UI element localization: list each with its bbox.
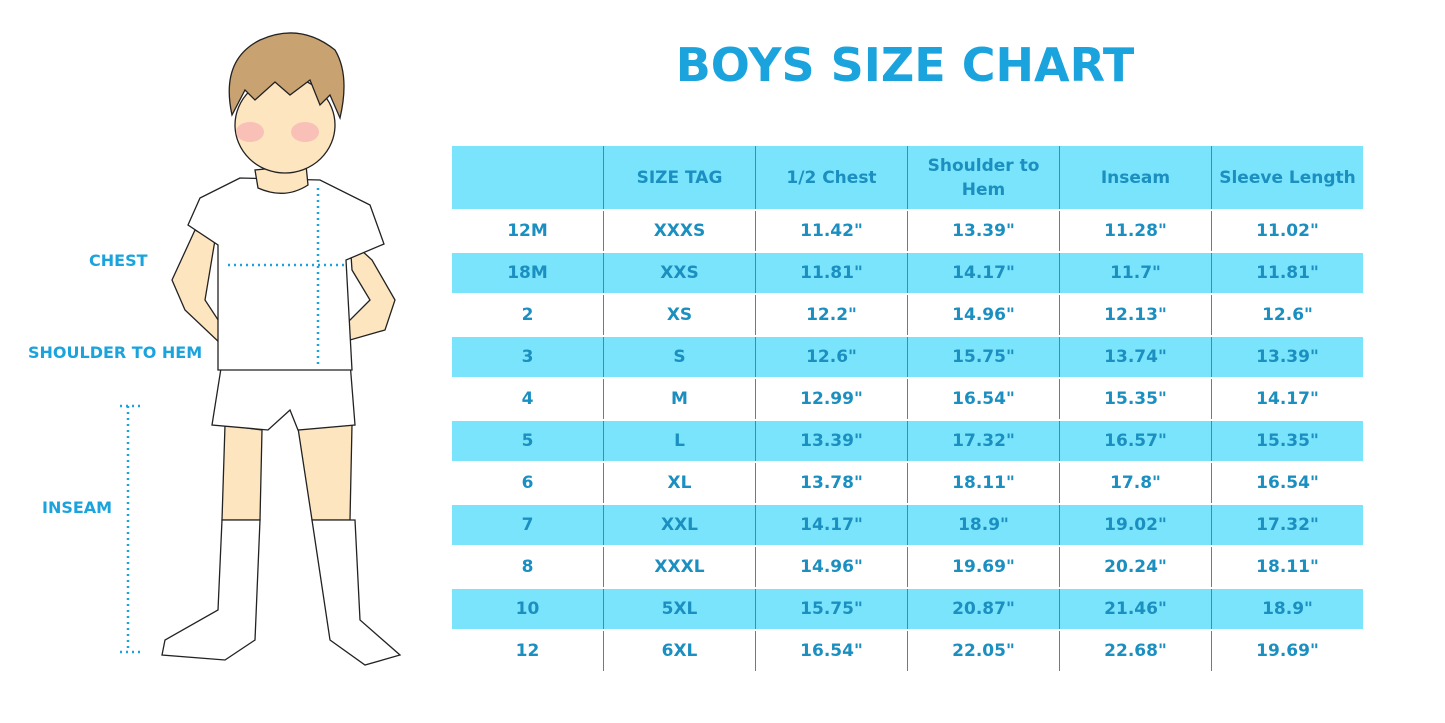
table-cell: 16.54" [1211, 461, 1363, 504]
table-cell: 14.96" [907, 293, 1060, 336]
table-cell: L [603, 419, 756, 462]
table-cell: 11.02" [1211, 209, 1363, 252]
table-cell: 21.46" [1059, 587, 1212, 630]
table-cell: 22.05" [907, 629, 1060, 671]
table-cell: XXS [603, 251, 756, 294]
table-cell: 15.75" [907, 335, 1060, 378]
column-header [452, 146, 604, 210]
table-cell: 13.39" [755, 419, 908, 462]
table-cell: 12.2" [755, 293, 908, 336]
table-row: 6 XL 13.78" 18.11" 17.8" 16.54" [452, 461, 1363, 504]
table-row: 3 S 12.6" 15.75" 13.74" 13.39" [452, 335, 1363, 378]
table-cell: 17.32" [907, 419, 1060, 462]
table-cell: 17.32" [1211, 503, 1363, 546]
table-cell: XXXS [603, 209, 756, 252]
table-cell: 16.57" [1059, 419, 1212, 462]
table-cell: 22.68" [1059, 629, 1212, 671]
table-cell: XXXL [603, 545, 756, 588]
table-row: 12M XXXS 11.42" 13.39" 11.28" 11.02" [452, 209, 1363, 252]
shoulder-to-hem-label: SHOULDER TO HEM [28, 343, 203, 362]
table-row: 10 5XL 15.75" 20.87" 21.46" 18.9" [452, 587, 1363, 630]
table-cell: 6XL [603, 629, 756, 671]
table-cell: 11.81" [1211, 251, 1363, 294]
column-header: 1/2 Chest [755, 146, 908, 210]
table-cell: 20.24" [1059, 545, 1212, 588]
table-cell: 11.42" [755, 209, 908, 252]
table-cell: 11.81" [755, 251, 908, 294]
table-cell: 6 [452, 461, 604, 504]
table-cell: 11.7" [1059, 251, 1212, 294]
size-chart-table: SIZE TAG 1/2 Chest Shoulder to Hem Inseam Sl… [452, 146, 1363, 671]
table-cell: 2 [452, 293, 604, 336]
table-cell: 12.13" [1059, 293, 1212, 336]
table-cell: 13.74" [1059, 335, 1212, 378]
inseam-label: INSEAM [42, 498, 113, 517]
table-cell: 4 [452, 377, 604, 420]
table-cell: 13.39" [907, 209, 1060, 252]
table-cell: 8 [452, 545, 604, 588]
table-header-row: SIZE TAG 1/2 Chest Shoulder to Hem Inseam Sl… [452, 146, 1363, 210]
table-cell: 12.99" [755, 377, 908, 420]
table-cell: 16.54" [755, 629, 908, 671]
table-cell: 17.8" [1059, 461, 1212, 504]
table-cell: 15.35" [1211, 419, 1363, 462]
table-cell: 5 [452, 419, 604, 462]
column-header: Sleeve Length [1211, 146, 1363, 210]
table-cell: 3 [452, 335, 604, 378]
table-cell: 18.11" [907, 461, 1060, 504]
table-cell: 18.9" [907, 503, 1060, 546]
table-cell: XL [603, 461, 756, 504]
table-row: 4 M 12.99" 16.54" 15.35" 14.17" [452, 377, 1363, 420]
page-title: BOYS SIZE CHART [675, 38, 1135, 92]
table-cell: 13.39" [1211, 335, 1363, 378]
table-cell: 19.02" [1059, 503, 1212, 546]
table-row: 7 XXL 14.17" 18.9" 19.02" 17.32" [452, 503, 1363, 546]
table-cell: 18.11" [1211, 545, 1363, 588]
boy-illustration [120, 32, 402, 666]
table-cell: 15.75" [755, 587, 908, 630]
table-cell: 10 [452, 587, 604, 630]
table-cell: 11.28" [1059, 209, 1212, 252]
chest-label: CHEST [89, 251, 148, 270]
table-cell: 18.9" [1211, 587, 1363, 630]
table-row: 5 L 13.39" 17.32" 16.57" 15.35" [452, 419, 1363, 462]
table-cell: 19.69" [907, 545, 1060, 588]
table-row: 2 XS 12.2" 14.96" 12.13" 12.6" [452, 293, 1363, 336]
table-cell: M [603, 377, 756, 420]
table-row: 8 XXXL 14.96" 19.69" 20.24" 18.11" [452, 545, 1363, 588]
table-cell: 12.6" [755, 335, 908, 378]
table-cell: XS [603, 293, 756, 336]
table-cell: 13.78" [755, 461, 908, 504]
table-cell: 18M [452, 251, 604, 294]
table-cell: 14.17" [907, 251, 1060, 294]
table-cell: 14.17" [1211, 377, 1363, 420]
table-cell: 14.96" [755, 545, 908, 588]
table-cell: 12M [452, 209, 604, 252]
table-cell: 12 [452, 629, 604, 671]
table-cell: 15.35" [1059, 377, 1212, 420]
table-cell: 20.87" [907, 587, 1060, 630]
table-cell: 7 [452, 503, 604, 546]
table-cell: 16.54" [907, 377, 1060, 420]
table-cell: 19.69" [1211, 629, 1363, 671]
table-cell: S [603, 335, 756, 378]
table-cell: 12.6" [1211, 293, 1363, 336]
table-cell: 5XL [603, 587, 756, 630]
table-row: 12 6XL 16.54" 22.05" 22.68" 19.69" [452, 629, 1363, 671]
column-header: Shoulder to Hem [907, 146, 1060, 210]
table-row: 18M XXS 11.81" 14.17" 11.7" 11.81" [452, 251, 1363, 294]
table-cell: XXL [603, 503, 756, 546]
column-header: SIZE TAG [603, 146, 756, 210]
column-header: Inseam [1059, 146, 1212, 210]
table-cell: 14.17" [755, 503, 908, 546]
